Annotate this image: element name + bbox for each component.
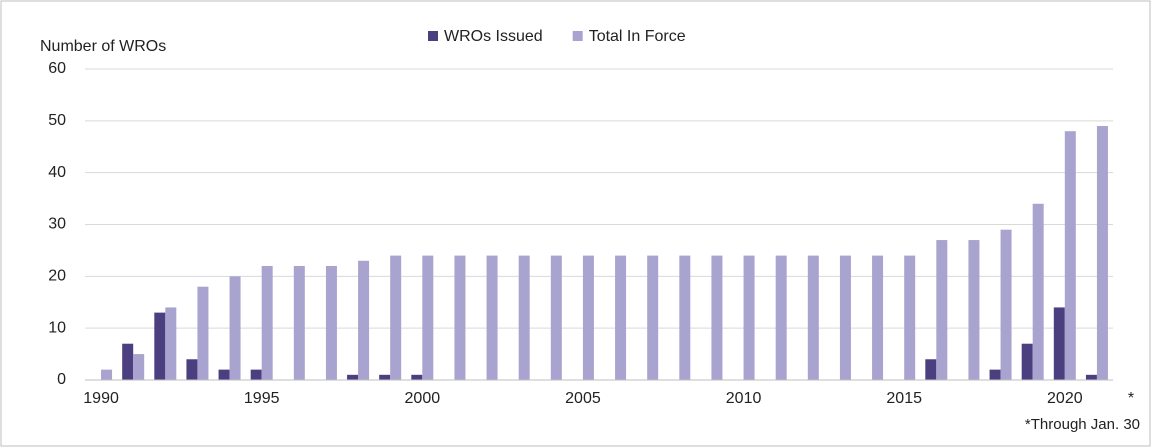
bar xyxy=(454,255,466,380)
x-tick-label: 2000 xyxy=(405,390,441,407)
bar xyxy=(1000,229,1012,380)
bar xyxy=(101,369,113,380)
bar xyxy=(250,369,262,380)
y-tick-label: 0 xyxy=(57,371,66,388)
bar xyxy=(968,240,980,380)
bar xyxy=(872,255,884,380)
bar xyxy=(1085,374,1097,380)
bar xyxy=(197,286,209,380)
bar xyxy=(390,255,402,380)
y-tick-label: 10 xyxy=(48,319,66,336)
bar xyxy=(261,265,273,380)
x-tick-label: 2005 xyxy=(565,390,601,407)
bar xyxy=(1064,131,1076,380)
bar xyxy=(379,374,391,380)
bar xyxy=(1053,307,1065,380)
bar xyxy=(925,359,937,380)
bar xyxy=(411,374,423,380)
bar xyxy=(186,359,198,380)
bar xyxy=(989,369,1001,380)
x-tick-label: 1995 xyxy=(244,390,280,407)
bar xyxy=(165,307,177,380)
y-tick-label: 30 xyxy=(48,216,66,233)
x-tick-label: 2015 xyxy=(886,390,922,407)
bar xyxy=(347,374,359,380)
bar xyxy=(229,276,241,380)
y-axis-label: Number of WROs xyxy=(40,38,166,55)
bar xyxy=(711,255,723,380)
y-tick-label: 60 xyxy=(48,60,66,77)
x-tick-label: 1990 xyxy=(83,390,119,407)
bar xyxy=(807,255,819,380)
bar xyxy=(743,255,755,380)
bar xyxy=(1021,343,1033,380)
y-tick-label: 40 xyxy=(48,164,66,181)
bar xyxy=(550,255,562,380)
bar xyxy=(358,260,370,380)
bar xyxy=(293,265,305,380)
bar xyxy=(218,369,230,380)
bar xyxy=(122,343,134,380)
bar xyxy=(154,312,166,380)
annotation: * xyxy=(1128,390,1134,407)
y-tick-label: 50 xyxy=(48,112,66,129)
footnote: *Through Jan. 30 xyxy=(1025,416,1140,433)
bar xyxy=(615,255,627,380)
bar xyxy=(839,255,851,380)
legend-swatch xyxy=(572,31,583,41)
bar xyxy=(647,255,659,380)
legend-label: WROs Issued xyxy=(444,28,543,45)
bar xyxy=(1096,126,1108,381)
bar xyxy=(518,255,530,380)
bar xyxy=(325,265,337,380)
bar xyxy=(679,255,691,380)
bar xyxy=(486,255,498,380)
bar xyxy=(936,240,948,380)
x-tick-label: 2010 xyxy=(726,390,762,407)
bar xyxy=(1032,203,1044,380)
bar xyxy=(133,354,145,380)
legend-label: Total In Force xyxy=(589,28,686,45)
bar xyxy=(904,255,916,380)
bar xyxy=(582,255,594,380)
bar xyxy=(422,255,434,380)
bar xyxy=(775,255,787,380)
legend-swatch xyxy=(428,31,438,41)
y-tick-label: 20 xyxy=(48,268,66,285)
x-tick-label: 2020 xyxy=(1047,390,1083,407)
